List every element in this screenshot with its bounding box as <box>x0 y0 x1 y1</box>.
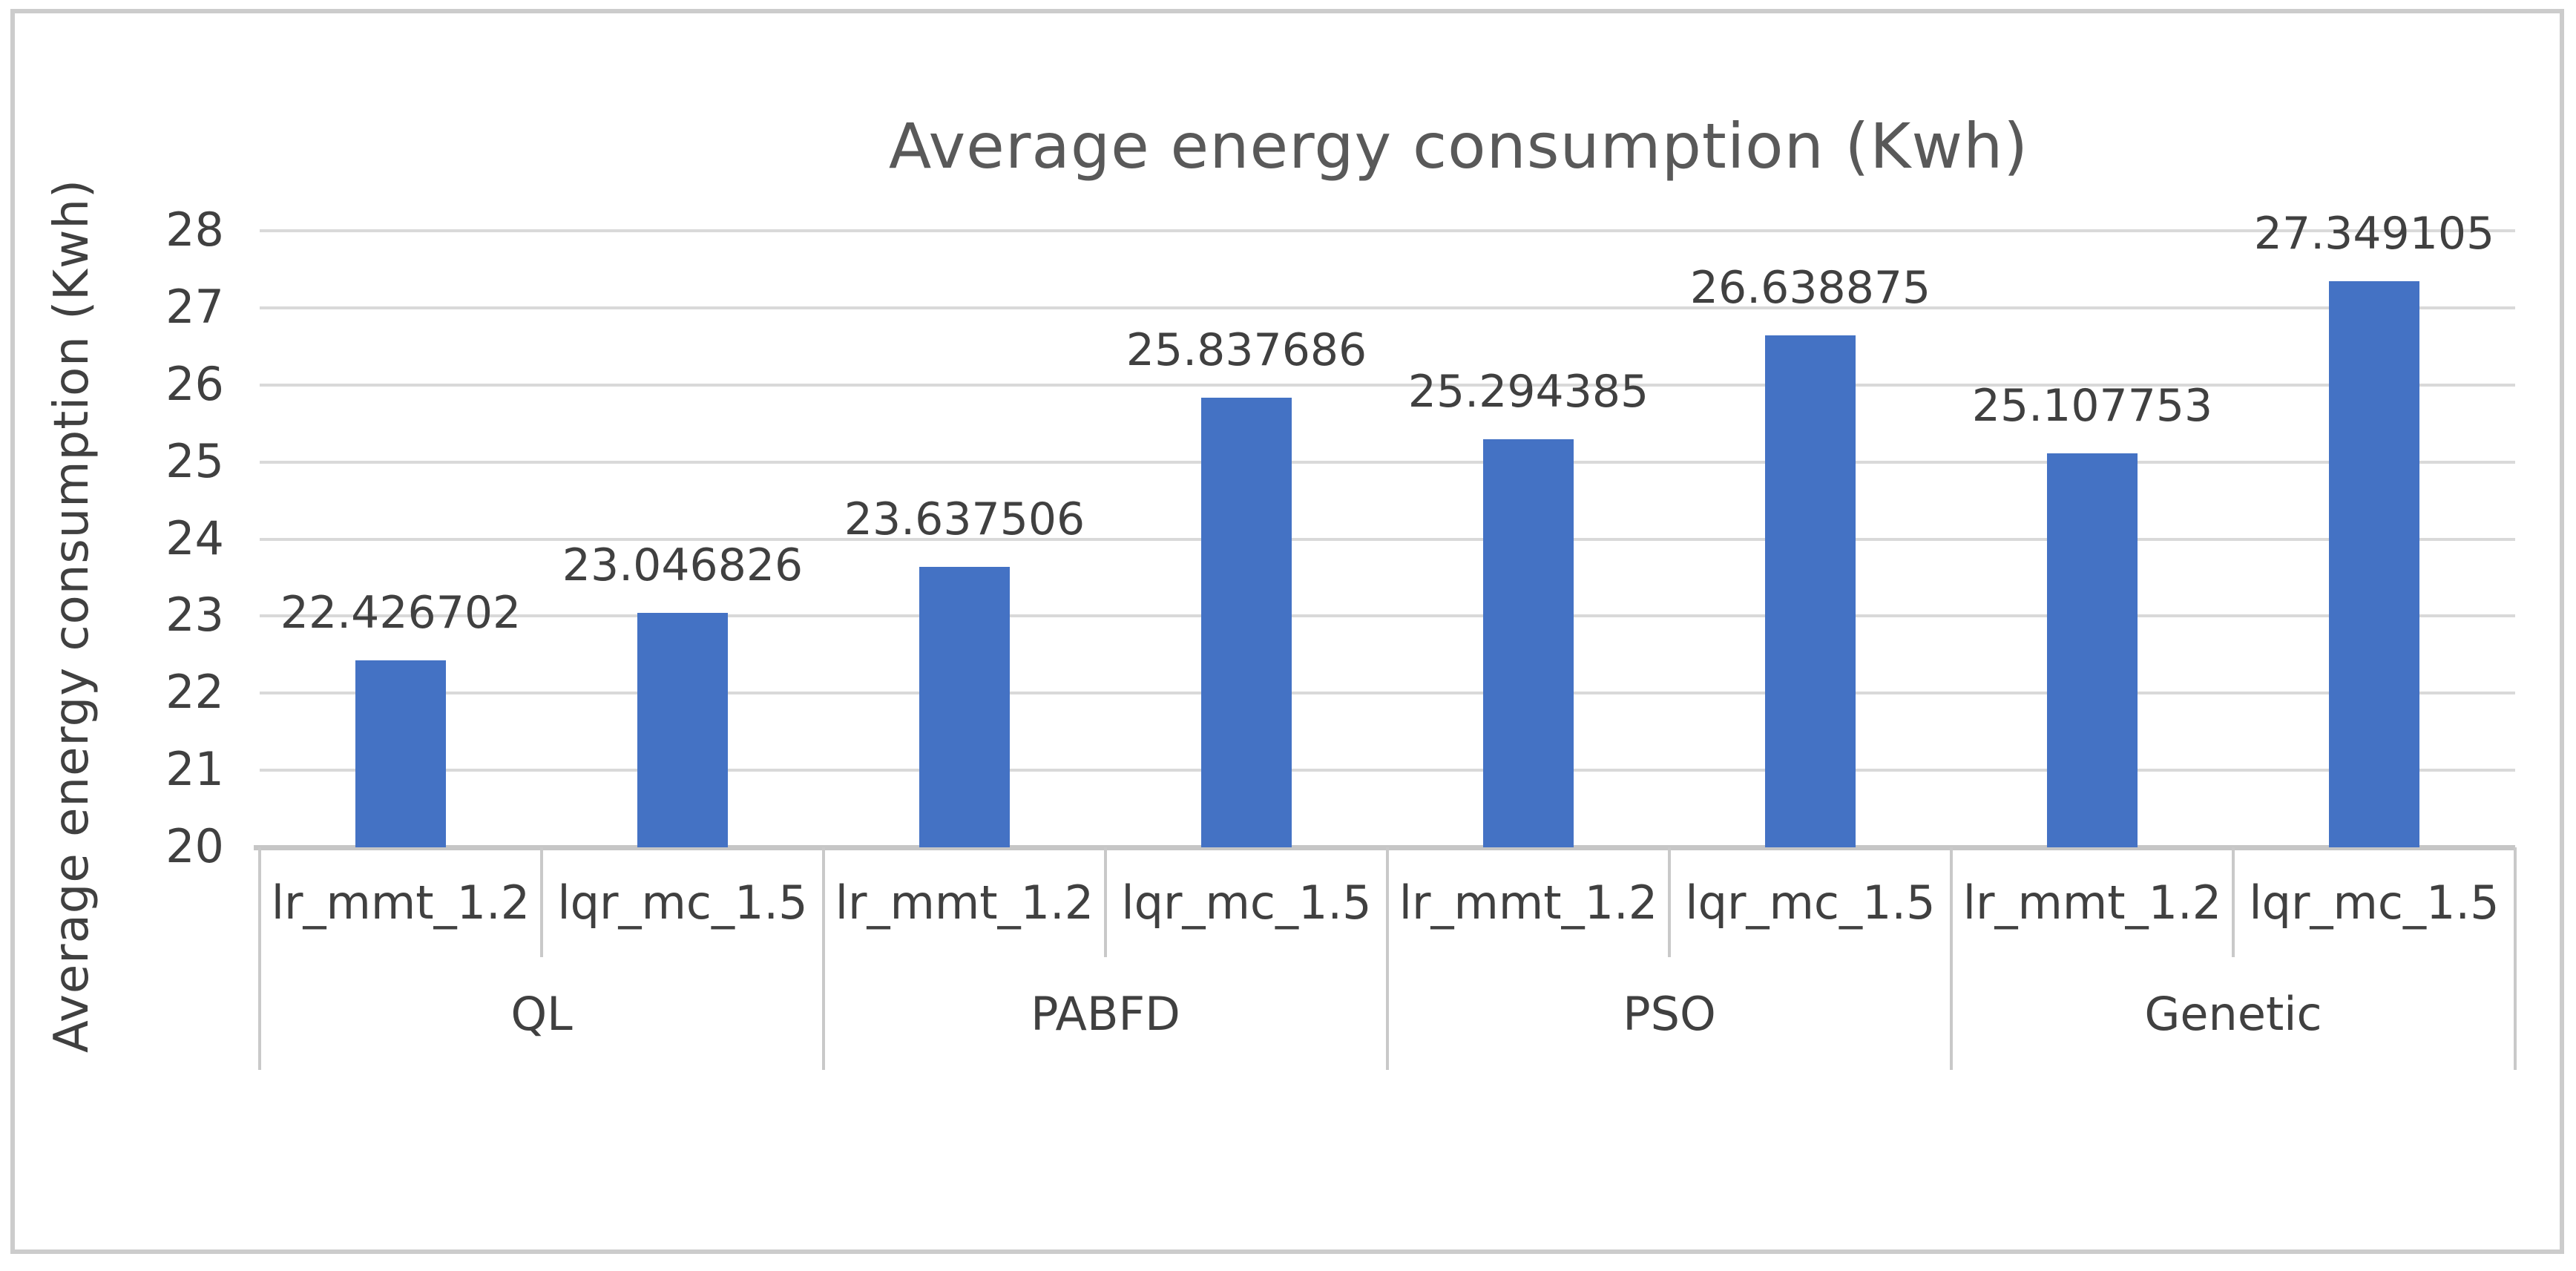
bar-value-label: 25.294385 <box>1407 366 1649 418</box>
bar <box>1483 439 1574 847</box>
x-group-label: PABFD <box>1031 986 1180 1041</box>
bar-value-label: 27.349105 <box>2253 207 2495 260</box>
gridline <box>260 692 2515 695</box>
y-tick-label: 21 <box>165 742 224 797</box>
gridline <box>260 306 2515 309</box>
bar <box>2329 280 2419 847</box>
category-separator <box>2514 847 2517 1070</box>
bar <box>637 612 728 847</box>
y-tick-label: 26 <box>165 356 224 411</box>
x-category-label: lr_mmt_1.2 <box>271 875 530 930</box>
gridline <box>260 383 2515 387</box>
x-axis-line <box>254 845 2515 850</box>
bar <box>1765 335 1856 847</box>
bar <box>1201 397 1292 847</box>
gridline <box>260 229 2515 232</box>
bar <box>355 660 446 847</box>
y-tick-label: 20 <box>165 819 224 873</box>
gridline <box>260 460 2515 464</box>
x-category-label: lqr_mc_1.5 <box>1121 875 1372 930</box>
category-separator <box>258 847 261 1070</box>
y-tick-label: 28 <box>165 203 224 257</box>
category-separator <box>540 847 543 957</box>
gridline <box>260 537 2515 541</box>
bar-value-label: 22.426702 <box>280 586 522 639</box>
category-separator <box>822 847 825 1070</box>
category-separator <box>2232 847 2235 957</box>
category-separator <box>1104 847 1107 957</box>
bar-value-label: 25.837686 <box>1126 324 1367 376</box>
bar-value-label: 25.107753 <box>1971 380 2213 433</box>
x-group-label: QL <box>510 986 573 1041</box>
x-category-label: lr_mmt_1.2 <box>1962 875 2222 930</box>
x-category-label: lr_mmt_1.2 <box>1399 875 1658 930</box>
x-category-label: lqr_mc_1.5 <box>1685 875 1936 930</box>
bar <box>919 567 1010 847</box>
bar-value-label: 23.637506 <box>844 493 1085 546</box>
y-tick-label: 25 <box>165 433 224 488</box>
bar <box>2047 453 2138 847</box>
x-category-label: lr_mmt_1.2 <box>835 875 1094 930</box>
x-group-label: Genetic <box>2144 986 2322 1041</box>
gridline <box>260 614 2515 618</box>
x-category-label: lqr_mc_1.5 <box>2249 875 2500 930</box>
y-tick-label: 23 <box>165 588 224 643</box>
bar-value-label: 26.638875 <box>1689 262 1931 315</box>
y-tick-label: 27 <box>165 279 224 334</box>
y-tick-label: 22 <box>165 665 224 720</box>
y-tick-label: 24 <box>165 510 224 565</box>
category-separator <box>1668 847 1671 957</box>
chart-title: Average energy consumption (Kwh) <box>888 110 2029 183</box>
category-separator <box>1950 847 1953 1070</box>
gridline <box>260 769 2515 772</box>
x-group-label: PSO <box>1623 986 1716 1041</box>
x-category-label: lqr_mc_1.5 <box>557 875 808 930</box>
bar-value-label: 23.046826 <box>562 539 804 591</box>
category-separator <box>1386 847 1389 1070</box>
